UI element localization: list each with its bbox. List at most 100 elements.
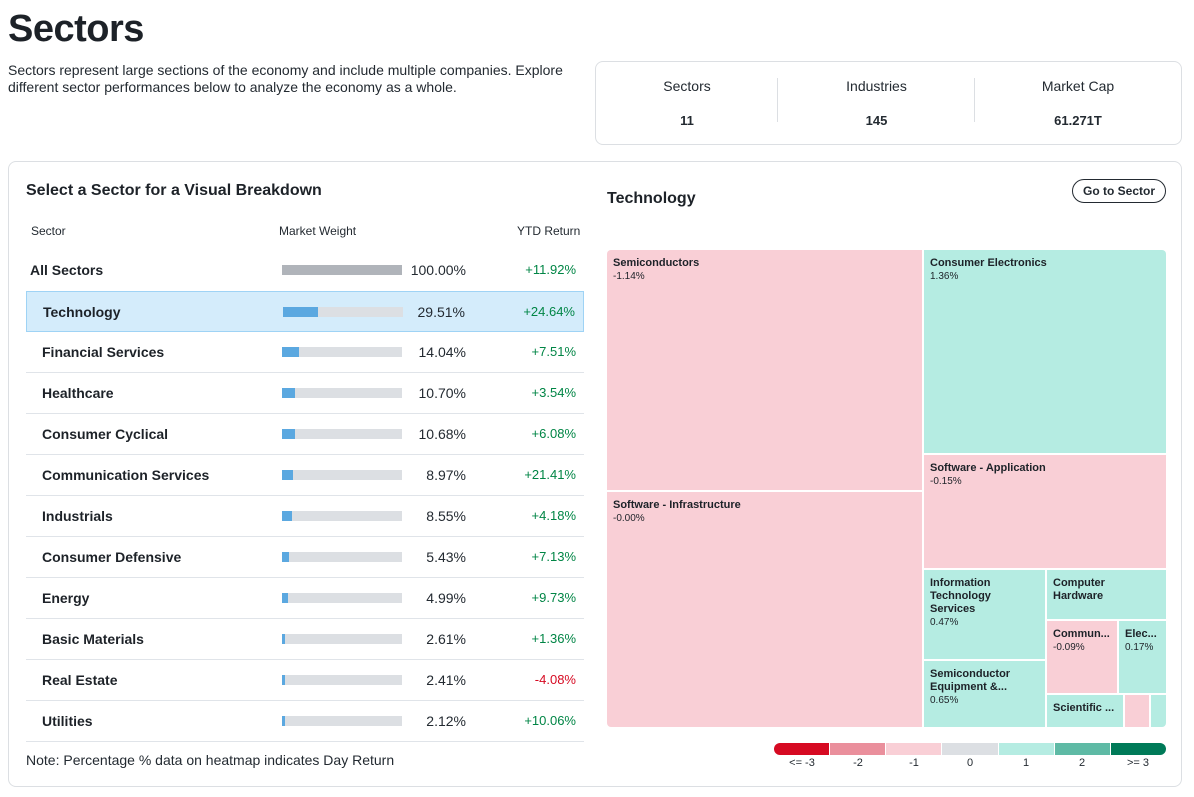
ytd-return-value: +1.36% xyxy=(531,631,576,646)
sector-row[interactable]: Healthcare 10.70% +3.54% xyxy=(26,373,584,414)
industry-tile[interactable]: Elec... 0.17% xyxy=(1119,621,1166,693)
sector-row[interactable]: Utilities 2.12% +10.06% xyxy=(26,701,584,742)
market-weight-value: 2.41% xyxy=(426,672,466,688)
sector-name: Real Estate xyxy=(42,672,118,688)
sector-name: Healthcare xyxy=(42,385,114,401)
market-weight-bar-fill xyxy=(283,307,319,317)
market-weight-bar-fill xyxy=(282,675,285,685)
industry-tile[interactable]: Scientific ... xyxy=(1047,695,1123,727)
stat-label: Market Cap xyxy=(1041,78,1115,94)
industry-tile[interactable] xyxy=(1125,695,1149,727)
industry-name: Scientific ... xyxy=(1053,702,1115,714)
ytd-return-value: +11.92% xyxy=(525,262,576,277)
sector-row[interactable]: Technology 29.51% +24.64% xyxy=(26,291,584,332)
market-weight-value: 4.99% xyxy=(426,590,466,606)
market-weight-bar-fill xyxy=(282,265,402,275)
market-weight-bar-fill xyxy=(282,429,295,439)
sector-name: Technology xyxy=(43,304,121,320)
industry-day-return: -0.00% xyxy=(613,513,645,524)
industry-tile[interactable]: Semiconductor Equipment &... 0.65% xyxy=(924,661,1045,727)
column-header-ytd-return: YTD Return xyxy=(517,224,581,238)
legend-swatch xyxy=(886,743,942,755)
stat-value: 145 xyxy=(865,113,888,128)
legend-label: <= -3 xyxy=(789,757,815,769)
sector-name: Industrials xyxy=(42,508,113,524)
sector-name: Energy xyxy=(42,590,90,606)
industry-tile[interactable] xyxy=(1151,695,1166,727)
industry-tile[interactable]: Information Technology Services 0.47% xyxy=(924,570,1045,659)
industry-tile[interactable]: Commun... -0.09% xyxy=(1047,621,1117,693)
industry-day-return: 1.36% xyxy=(930,271,959,282)
sector-list: All Sectors 100.00% +11.92% Technology 29.51… xyxy=(26,250,584,742)
heatmap-legend: <= -3 -2 -1 0 1 2 >= 3 xyxy=(774,743,1166,769)
industry-tile[interactable]: Computer Hardware xyxy=(1047,570,1166,619)
market-weight-bar xyxy=(282,347,402,357)
sector-row[interactable]: Real Estate 2.41% -4.08% xyxy=(26,660,584,701)
stat-market-cap: Market Cap 61.271T xyxy=(975,78,1181,128)
industry-name: Commun... xyxy=(1053,628,1110,640)
sector-row[interactable]: Basic Materials 2.61% +1.36% xyxy=(26,619,584,660)
legend-label: -1 xyxy=(909,757,919,769)
industry-name: Information Technology Services xyxy=(930,577,991,615)
market-weight-bar xyxy=(282,634,402,644)
sector-row[interactable]: Financial Services 14.04% +7.51% xyxy=(26,332,584,373)
heatmap-note: Note: Percentage % data on heatmap indic… xyxy=(26,752,395,768)
stat-sectors: Sectors 11 xyxy=(596,78,778,128)
market-weight-value: 10.70% xyxy=(418,385,466,401)
industry-day-return: 0.65% xyxy=(930,695,959,706)
market-weight-bar xyxy=(282,470,402,480)
sector-name: Consumer Defensive xyxy=(42,549,182,565)
column-header-market-weight: Market Weight xyxy=(279,224,357,238)
sector-row-all[interactable]: All Sectors 100.00% +11.92% xyxy=(26,250,584,291)
sector-row[interactable]: Communication Services 8.97% +21.41% xyxy=(26,455,584,496)
legend-label: -2 xyxy=(853,757,863,769)
market-weight-value: 5.43% xyxy=(426,549,466,565)
legend-label: 2 xyxy=(1078,757,1086,769)
industry-day-return: 0.47% xyxy=(930,617,959,628)
market-weight-bar xyxy=(282,429,402,439)
industry-tile[interactable]: Consumer Electronics 1.36% xyxy=(924,250,1166,453)
legend-label: >= 3 xyxy=(1126,757,1150,769)
heatmap-title: Technology xyxy=(607,190,696,207)
sector-row[interactable]: Consumer Defensive 5.43% +7.13% xyxy=(26,537,584,578)
market-weight-bar xyxy=(282,511,402,521)
stat-value: 61.271T xyxy=(1054,113,1102,128)
summary-stats-card: Sectors 11 Industries 145 Market Cap 61.… xyxy=(595,61,1182,145)
ytd-return-value: +21.41% xyxy=(524,467,576,482)
sector-name: Utilities xyxy=(42,713,93,729)
legend-swatch xyxy=(774,743,830,755)
legend-swatch xyxy=(1054,743,1110,755)
industry-tile[interactable]: Software - Application -0.15% xyxy=(924,455,1166,568)
legend-swatch xyxy=(942,743,998,755)
ytd-return-value: +6.08% xyxy=(531,426,576,441)
ytd-return-value: +7.13% xyxy=(531,549,576,564)
market-weight-bar xyxy=(282,716,402,726)
sector-name: Communication Services xyxy=(42,467,210,483)
sector-name: Consumer Cyclical xyxy=(42,426,169,442)
sector-row[interactable]: Industrials 8.55% +4.18% xyxy=(26,496,584,537)
market-weight-bar-fill xyxy=(282,347,299,357)
industry-tile[interactable]: Semiconductors -1.14% xyxy=(607,250,922,490)
market-weight-value: 100.00% xyxy=(410,262,466,278)
sector-row[interactable]: Consumer Cyclical 10.68% +6.08% xyxy=(26,414,584,455)
market-weight-bar-fill xyxy=(282,716,285,726)
ytd-return-value: +10.06% xyxy=(524,713,576,728)
industry-tile[interactable]: Software - Infrastructure -0.00% xyxy=(607,492,922,727)
stat-label: Industries xyxy=(846,78,907,94)
market-weight-bar-fill xyxy=(282,634,286,644)
industry-name: Semiconductors xyxy=(613,257,700,269)
market-weight-value: 14.04% xyxy=(418,344,466,360)
legend-swatch xyxy=(1110,743,1166,755)
market-weight-bar xyxy=(282,552,402,562)
column-header-sector: Sector xyxy=(31,224,66,238)
industry-name: Computer Hardware xyxy=(1053,577,1105,602)
page-description: Sectors represent large sections of the … xyxy=(8,62,563,95)
breakdown-title: Select a Sector for a Visual Breakdown xyxy=(26,182,322,199)
market-weight-bar-fill xyxy=(282,593,288,603)
ytd-return-value: +9.73% xyxy=(531,590,576,605)
industry-day-return: -1.14% xyxy=(613,271,645,282)
sector-row[interactable]: Energy 4.99% +9.73% xyxy=(26,578,584,619)
legend-label: 0 xyxy=(966,757,974,769)
market-weight-bar xyxy=(282,265,402,275)
go-to-sector-button[interactable]: Go to Sector xyxy=(1072,179,1166,203)
